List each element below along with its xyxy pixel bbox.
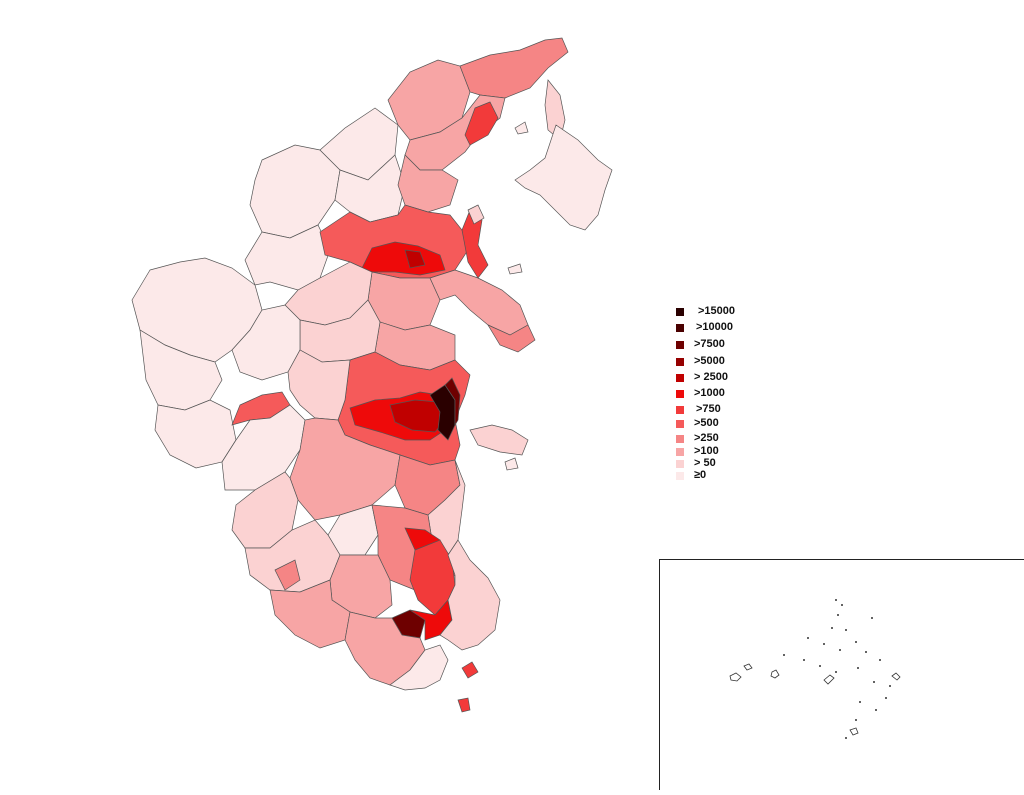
legend-label: >7500 [694,338,725,350]
mainland [131,37,569,691]
region-south-5 [344,611,426,686]
legend-label: > 2500 [694,371,728,383]
legend-swatch [676,406,684,414]
region-north-1b [397,154,459,213]
legend-swatch [676,374,684,382]
legend-swatch [676,390,684,398]
inset-island-3 [770,669,780,679]
legend-label: > 50 [694,457,716,469]
legend-label: ≥0 [694,469,707,481]
region-east-island-large [514,124,613,231]
region-west-3 [154,399,237,469]
region-west-6 [287,349,351,421]
region-south-islet-2 [457,697,471,713]
region-east-peninsula-mid [487,324,536,353]
region-east-island-mid [469,424,529,456]
region-south-west-1 [231,471,299,549]
region-north-peninsula-city [464,101,499,146]
region-east-islet-1 [467,204,485,225]
inset-island-2 [743,663,753,671]
legend-label: >750 [696,403,721,415]
region-northwest-1 [249,144,341,239]
region-east-islet-4 [504,457,519,471]
legend-swatch [676,472,684,480]
region-south-islet-1 [461,661,479,679]
legend-label: >15000 [698,305,736,317]
inset-island-4 [823,674,835,685]
region-east-islet-2 [507,263,523,275]
region-metro-core-2 [444,377,461,427]
legend-swatch [676,435,684,443]
region-west-2 [139,329,223,411]
legend-swatch [676,460,684,468]
region-south-tip [389,644,449,691]
inset-map-box [659,559,1024,790]
region-central-east-1 [429,269,529,336]
inset-island-5 [849,727,859,736]
legend-label: >1000 [694,387,725,399]
inset-dots [783,599,891,739]
legend-swatch [676,324,684,332]
population-density-map [131,37,613,713]
region-north-peninsula-2 [459,37,569,99]
legend-label: >5000 [694,355,725,367]
legend-swatch [676,448,684,456]
legend-label: >10000 [696,321,734,333]
region-north-city-core-2 [404,249,426,269]
region-west-4 [231,304,301,381]
region-south-west-city [274,559,301,591]
inset-island-1 [729,672,742,682]
legend-swatch [676,420,684,428]
region-south-coast-2 [439,539,501,651]
legend-swatch [676,341,684,349]
eastern-peninsulas [457,79,613,713]
legend-label: >500 [694,417,719,429]
legend-label: >250 [694,432,719,444]
legend-swatch [676,308,684,316]
legend-swatch [676,358,684,366]
inset-islands [729,599,901,739]
region-east-islet-3 [514,121,529,135]
legend-label: >100 [694,445,719,457]
inset-island-6 [891,672,901,681]
